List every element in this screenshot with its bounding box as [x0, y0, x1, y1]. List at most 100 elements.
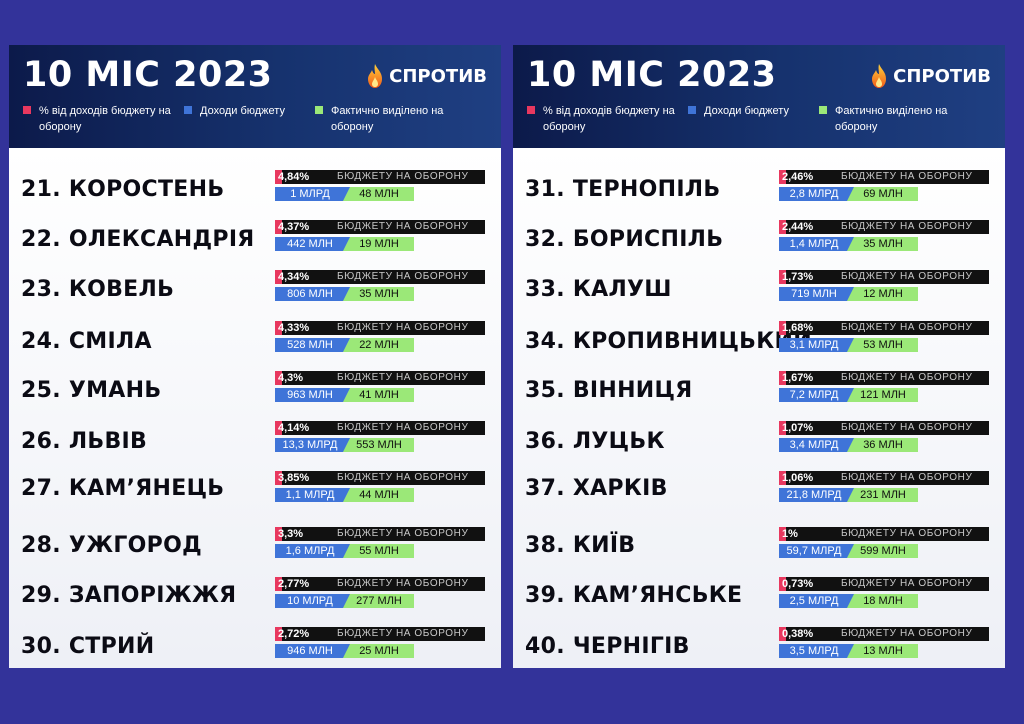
defense-share-value: 2,46% [782, 171, 814, 183]
defense-bar [847, 237, 918, 251]
amounts-bar: 963 МЛН 41 МЛН [275, 388, 414, 402]
amounts-bar: 442 МЛН 19 МЛН [275, 237, 414, 251]
defense-share-value: 0,38% [782, 628, 814, 640]
city-list: 31. ТЕРНОПІЛЬ 2,46% БЮДЖЕТУ НА ОБОРОНУ 2,8 … [513, 148, 1005, 668]
defense-share-marker [275, 577, 282, 591]
defense-value: 13 МЛН [863, 645, 903, 657]
defense-share-marker [779, 471, 786, 485]
income-bar [779, 544, 855, 558]
defense-bar [847, 594, 918, 608]
defense-share-value: 4,37% [278, 221, 310, 233]
defense-share-value: 3,3% [278, 528, 304, 540]
table-row: 21. КОРОСТЕНЬ 4,84% БЮДЖЕТУ НА ОБОРОНУ 1 МЛ… [9, 170, 501, 210]
legend-swatch-pink [527, 106, 535, 114]
budget-label: БЮДЖЕТУ НА ОБОРОНУ [337, 171, 469, 182]
city-name: 38. КИЇВ [525, 533, 636, 558]
income-value: 59,7 МЛРД [786, 545, 842, 557]
income-value: 1 МЛРД [290, 188, 330, 200]
income-bar [275, 544, 351, 558]
table-row: 37. ХАРКІВ 1,06% БЮДЖЕТУ НА ОБОРОНУ 21,8 МЛ… [513, 471, 1005, 511]
city-name: 29. ЗАПОРІЖЖЯ [21, 583, 237, 608]
income-value: 13,3 МЛРД [282, 439, 338, 451]
amounts-bar: 10 МЛРД 277 МЛН [275, 594, 414, 608]
income-bar [275, 438, 351, 452]
defense-share-value: 1,68% [782, 322, 814, 334]
defense-value: 48 МЛН [359, 188, 399, 200]
defense-share-value: 1,73% [782, 271, 814, 283]
defense-bar [343, 544, 414, 558]
city-name: 21. КОРОСТЕНЬ [21, 177, 225, 202]
income-bar [275, 338, 351, 352]
panel-title: 10 МІС 2023 [527, 55, 777, 95]
brand-logo: СПРОТИВ [869, 63, 991, 89]
income-value: 7,2 МЛРД [789, 389, 839, 401]
budget-label: БЮДЖЕТУ НА ОБОРОНУ [841, 372, 973, 383]
city-name: 23. КОВЕЛЬ [21, 277, 175, 302]
legend-swatch-green [819, 106, 827, 114]
defense-share-marker [275, 371, 282, 385]
defense-value: 599 МЛН [860, 545, 906, 557]
income-bar [275, 388, 351, 402]
amounts-bar: 2,8 МЛРД 69 МЛН [779, 187, 918, 201]
defense-share-marker [275, 527, 282, 541]
legend-swatch-pink [23, 106, 31, 114]
panel-header: 10 МІС 2023 СПРОТИВ % від доходів бюджет… [9, 45, 501, 148]
amounts-bar: 3,5 МЛРД 13 МЛН [779, 644, 918, 658]
city-name: 28. УЖГОРОД [21, 533, 202, 558]
defense-value: 19 МЛН [359, 238, 399, 250]
table-row: 31. ТЕРНОПІЛЬ 2,46% БЮДЖЕТУ НА ОБОРОНУ 2,8 … [513, 170, 1005, 210]
city-name: 31. ТЕРНОПІЛЬ [525, 177, 721, 202]
defense-share-value: 0,73% [782, 578, 814, 590]
table-row: 30. СТРИЙ 2,72% БЮДЖЕТУ НА ОБОРОНУ 946 МЛН 2… [9, 627, 501, 667]
table-row: 28. УЖГОРОД 3,3% БЮДЖЕТУ НА ОБОРОНУ 1,6 МЛР… [9, 527, 501, 567]
budget-label: БЮДЖЕТУ НА ОБОРОНУ [337, 372, 469, 383]
budget-label: БЮДЖЕТУ НА ОБОРОНУ [841, 578, 973, 589]
defense-share-value: 4,3% [278, 372, 304, 384]
defense-share-bar: 2,72% БЮДЖЕТУ НА ОБОРОНУ [275, 627, 485, 641]
defense-value: 553 МЛН [356, 439, 402, 451]
city-name: 40. ЧЕРНІГІВ [525, 634, 690, 659]
budget-label: БЮДЖЕТУ НА ОБОРОНУ [841, 171, 973, 182]
income-bar [779, 488, 855, 502]
income-value: 2,8 МЛРД [789, 188, 839, 200]
table-row: 36. ЛУЦЬК 1,07% БЮДЖЕТУ НА ОБОРОНУ 3,4 МЛРД… [513, 421, 1005, 461]
defense-share-marker [275, 170, 282, 184]
budget-label: БЮДЖЕТУ НА ОБОРОНУ [337, 422, 469, 433]
defense-share-bar: 2,44% БЮДЖЕТУ НА ОБОРОНУ [779, 220, 989, 234]
amounts-bar: 806 МЛН 35 МЛН [275, 287, 414, 301]
city-name: 27. КАМ’ЯНЕЦЬ [21, 476, 225, 501]
defense-bar [343, 644, 414, 658]
city-name: 33. КАЛУШ [525, 277, 672, 302]
table-row: 33. КАЛУШ 1,73% БЮДЖЕТУ НА ОБОРОНУ 719 МЛН 1… [513, 270, 1005, 310]
income-bar [779, 187, 855, 201]
table-row: 34. КРОПИВНИЦЬКИЙ 1,68% БЮДЖЕТУ НА ОБОРОНУ… [513, 321, 1005, 361]
budget-label: БЮДЖЕТУ НА ОБОРОНУ [337, 528, 469, 539]
income-value: 1,6 МЛРД [285, 545, 335, 557]
city-name: 36. ЛУЦЬК [525, 429, 665, 454]
defense-share-bar: 1,73% БЮДЖЕТУ НА ОБОРОНУ [779, 270, 989, 284]
income-value: 528 МЛН [287, 339, 333, 351]
defense-share-value: 2,44% [782, 221, 814, 233]
defense-bar [343, 338, 414, 352]
defense-value: 22 МЛН [359, 339, 399, 351]
defense-value: 53 МЛН [863, 339, 903, 351]
amounts-bar: 7,2 МЛРД 121 МЛН [779, 388, 918, 402]
defense-bar [847, 287, 918, 301]
defense-value: 25 МЛН [359, 645, 399, 657]
defense-bar [847, 187, 918, 201]
income-value: 719 МЛН [791, 288, 837, 300]
defense-share-marker [779, 371, 786, 385]
panel-header: 10 МІС 2023 СПРОТИВ % від доходів бюджет… [513, 45, 1005, 148]
amounts-bar: 946 МЛН 25 МЛН [275, 644, 414, 658]
legend-item-defense: Фактично виділено на оборону [315, 103, 465, 135]
income-bar [779, 594, 855, 608]
defense-share-value: 2,72% [278, 628, 310, 640]
income-value: 10 МЛРД [287, 595, 333, 607]
income-value: 963 МЛН [287, 389, 333, 401]
defense-share-bar: 0,73% БЮДЖЕТУ НА ОБОРОНУ [779, 577, 989, 591]
income-value: 1,4 МЛРД [789, 238, 839, 250]
legend-item-percent: % від доходів бюджету на оборону [527, 103, 677, 135]
defense-share-marker [779, 527, 786, 541]
budget-label: БЮДЖЕТУ НА ОБОРОНУ [841, 271, 973, 282]
defense-value: 18 МЛН [863, 595, 903, 607]
